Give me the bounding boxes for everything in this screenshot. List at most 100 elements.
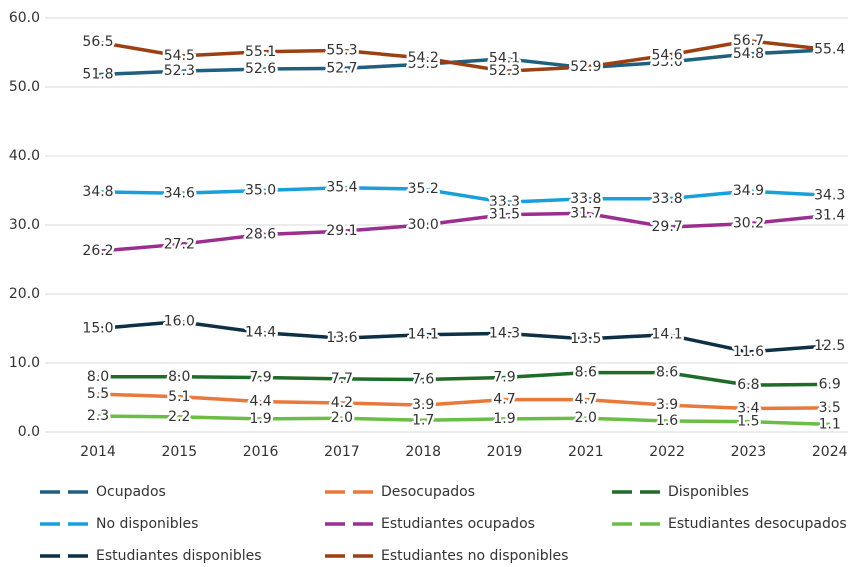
data-label: 4.2: [331, 395, 353, 411]
data-label: 6.8: [737, 377, 759, 393]
data-label: 3.4: [737, 401, 759, 417]
data-label: 14.3: [489, 325, 520, 341]
x-tick-label: 2024: [812, 444, 848, 460]
data-label: 53.6: [652, 54, 683, 70]
x-tick-label: 2023: [731, 444, 767, 460]
data-label: 31.5: [489, 207, 520, 223]
data-label: 12.5: [814, 338, 845, 354]
data-label: 53.3: [408, 56, 439, 72]
data-label: 5.1: [168, 389, 190, 405]
x-tick-label: 2017: [324, 444, 360, 460]
data-label: 1.9: [493, 411, 515, 427]
data-label: 30.0: [408, 217, 439, 233]
data-label: 7.7: [331, 371, 353, 387]
data-label: 31.7: [570, 205, 601, 221]
data-label: 2.0: [575, 410, 597, 426]
data-label: 55.1: [245, 44, 276, 60]
data-label: 34.6: [164, 185, 195, 201]
data-label: 52.8: [570, 60, 601, 76]
data-label: 8.0: [87, 369, 109, 385]
y-tick-label: 20.0: [9, 286, 40, 302]
data-label: 2.2: [168, 409, 190, 425]
data-label: 54.6: [652, 47, 683, 63]
data-label: 52.3: [489, 63, 520, 79]
legend-label: Estudiantes no disponibles: [381, 548, 568, 564]
legend-label: Disponibles: [668, 484, 749, 500]
data-label: 2.0: [331, 410, 353, 426]
data-label: 52.3: [164, 63, 195, 79]
data-label: 15.0: [82, 321, 113, 337]
y-tick-label: 30.0: [9, 217, 40, 233]
legend-label: No disponibles: [96, 516, 198, 532]
x-tick-label: 2018: [405, 444, 441, 460]
data-label: 8.6: [656, 365, 678, 381]
legend-label: Ocupados: [96, 484, 166, 500]
data-label: 54.5: [164, 48, 195, 64]
data-label: 33.3: [489, 194, 520, 210]
data-label: 56.5: [82, 34, 113, 50]
x-tick-label: 2021: [568, 444, 604, 460]
series-line: [97, 39, 830, 73]
series-line: [97, 185, 830, 204]
legend-label: Desocupados: [381, 484, 475, 500]
data-label: 7.6: [412, 372, 434, 388]
data-label: 27.2: [164, 236, 195, 252]
data-label: 1.6: [656, 413, 678, 429]
data-label: 30.2: [733, 216, 764, 232]
data-label: 14.1: [408, 327, 439, 343]
data-label: 13.6: [326, 330, 357, 346]
data-label: 35.2: [408, 181, 439, 197]
data-label: 14.4: [245, 325, 276, 341]
data-label: 35.0: [245, 183, 276, 199]
data-label: 5.5: [87, 386, 109, 402]
x-tick-label: 2019: [487, 444, 523, 460]
data-label: 8.6: [575, 365, 597, 381]
data-label: 26.2: [82, 243, 113, 259]
y-tick-label: 50.0: [9, 79, 40, 95]
data-label: 8.0: [168, 369, 190, 385]
data-label: 14.1: [652, 327, 683, 343]
y-tick-label: 10.0: [9, 355, 40, 371]
data-label: 6.9: [819, 376, 841, 392]
x-tick-label: 2015: [161, 444, 197, 460]
data-label: 16.0: [164, 314, 195, 330]
data-label: 52.9: [570, 59, 601, 75]
data-label: 54.2: [408, 50, 439, 66]
data-label: 7.9: [249, 369, 271, 385]
data-label: 7.9: [493, 369, 515, 385]
x-tick-label: 2014: [80, 444, 116, 460]
x-tick-label: 2016: [243, 444, 279, 460]
data-label: 4.7: [575, 392, 597, 408]
data-label: 31.4: [814, 207, 845, 223]
legend-label: Estudiantes ocupados: [381, 516, 535, 532]
data-label: 33.8: [570, 191, 601, 207]
data-label: 35.4: [326, 180, 357, 196]
data-label: 11.6: [733, 344, 764, 360]
x-tick-label: 2022: [649, 444, 685, 460]
data-label: 54.1: [489, 51, 520, 67]
y-tick-label: 0.0: [18, 424, 40, 440]
series-line: [98, 370, 830, 387]
data-label: 13.5: [570, 331, 601, 347]
series-line: [97, 211, 830, 253]
data-label: 29.1: [326, 223, 357, 239]
y-tick-label: 60.0: [9, 10, 40, 26]
data-label: 51.8: [82, 67, 113, 83]
data-label: 34.9: [733, 183, 764, 199]
data-label: 3.5: [819, 400, 841, 416]
data-label: 29.7: [652, 219, 683, 235]
legend-label: Estudiantes disponibles: [96, 548, 262, 564]
data-label: 33.8: [652, 191, 683, 207]
data-label: 1.5: [737, 414, 759, 430]
data-label: 56.7: [733, 33, 764, 49]
data-label: 1.9: [249, 411, 271, 427]
data-label: 55.3: [326, 42, 357, 58]
data-label: 54.8: [733, 46, 764, 62]
data-label: 4.4: [249, 394, 271, 410]
data-label: 55.4: [814, 42, 845, 58]
legend-label: Estudiantes desocupados: [668, 516, 847, 532]
data-label: 28.6: [245, 227, 276, 243]
data-label: 1.1: [819, 416, 841, 432]
data-label: 3.9: [412, 397, 434, 413]
